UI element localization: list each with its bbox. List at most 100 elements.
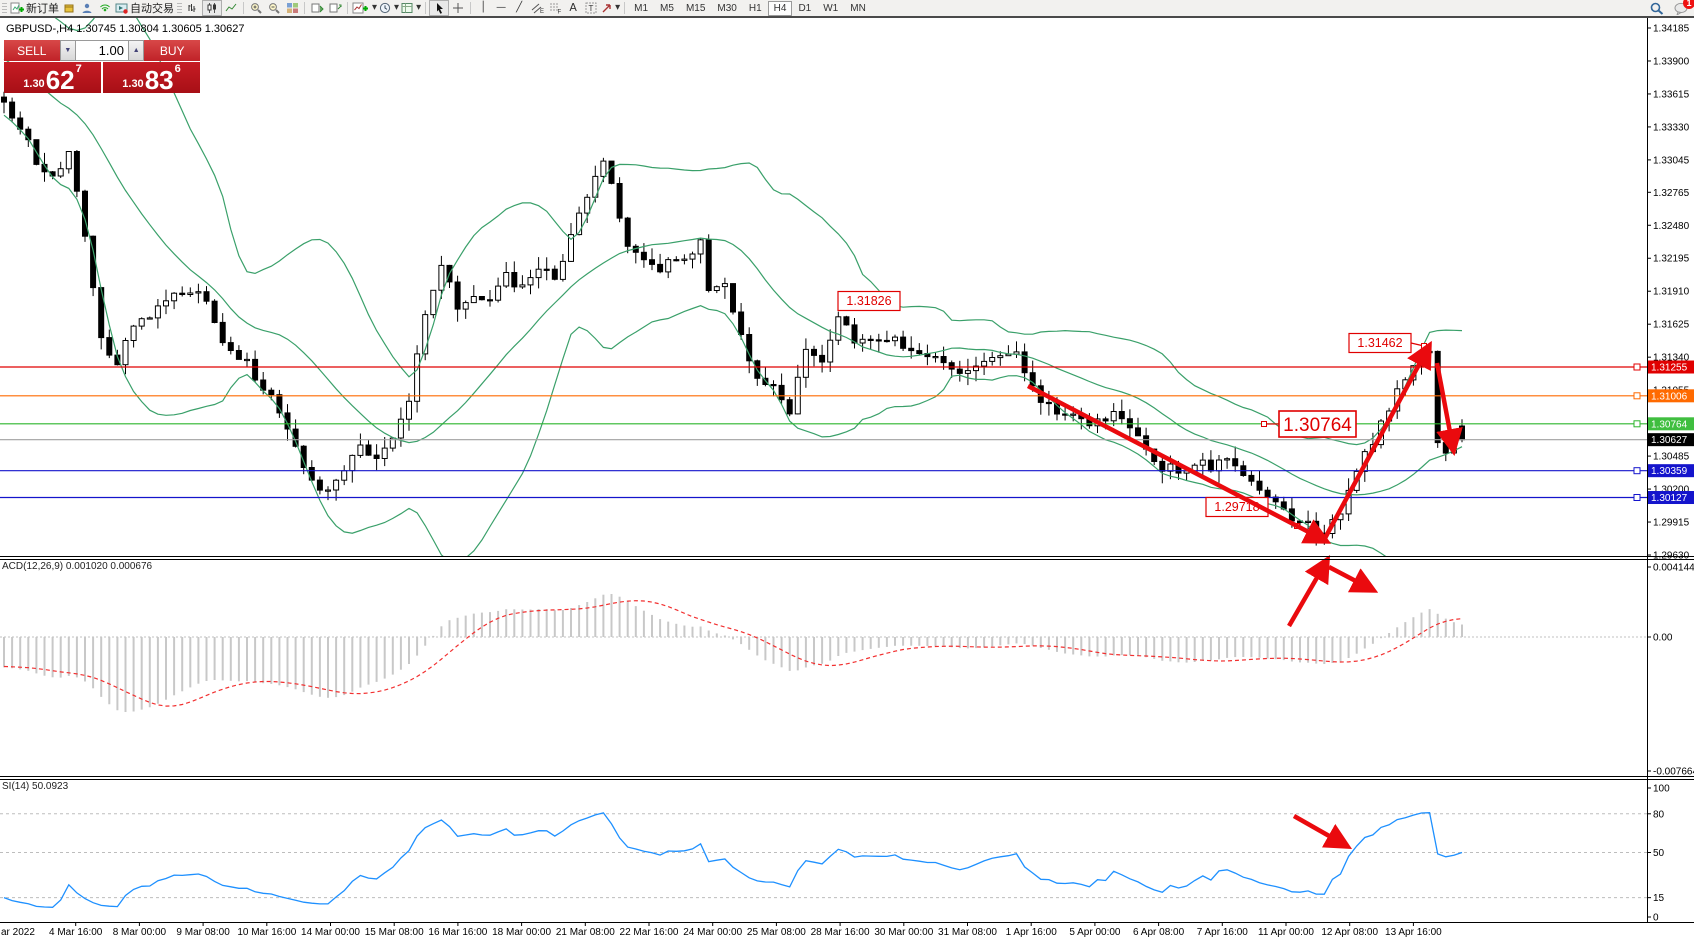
timeframe-MN[interactable]: MN	[850, 2, 866, 14]
rsi-panel	[0, 812, 1647, 908]
svg-text:1.31340: 1.31340	[1653, 353, 1690, 364]
profile-icon	[82, 3, 92, 13]
toolbar-grip[interactable]	[2, 2, 7, 14]
profiles-button[interactable]	[78, 1, 96, 15]
text-label-button[interactable]: T	[582, 1, 600, 15]
periods-button[interactable]: ▾	[378, 1, 400, 15]
price-annotation	[837, 290, 901, 312]
trendline-button[interactable]: ╱	[510, 1, 528, 15]
auto-trading-button[interactable]: 自动交易	[114, 1, 175, 15]
tile-windows-button[interactable]	[283, 1, 301, 15]
timeframe-D1[interactable]: D1	[798, 2, 812, 14]
buy-button[interactable]: BUY	[144, 40, 200, 61]
svg-text:4 Mar 16:00: 4 Mar 16:00	[49, 927, 103, 938]
templates-button[interactable]: ▾	[400, 1, 422, 15]
svg-text:15 Mar 08:00: 15 Mar 08:00	[365, 927, 424, 938]
axis-price-label	[1648, 360, 1694, 374]
timeframe-W1[interactable]: W1	[823, 2, 839, 14]
candlestick-chart-button[interactable]	[202, 0, 222, 16]
notifications-button[interactable]: 1	[1672, 0, 1694, 15]
cursor-icon	[436, 3, 443, 14]
new-order-button[interactable]: 新订单	[9, 1, 60, 15]
macd-label: ACD(12,26,9) 0.001020 0.000676	[2, 561, 153, 572]
buy-price-prefix: 1.30	[122, 78, 144, 90]
zoom-in-button[interactable]	[247, 1, 265, 15]
svg-text:1.33330: 1.33330	[1653, 122, 1690, 133]
market-watch-button[interactable]	[60, 1, 78, 15]
main-panel	[0, 16, 1647, 556]
svg-text:16 Mar 16:00: 16 Mar 16:00	[428, 927, 487, 938]
indicators-button[interactable]: ▾	[351, 1, 378, 15]
sell-button[interactable]: SELL	[4, 40, 60, 61]
svg-text:1.33045: 1.33045	[1653, 155, 1690, 166]
timeframe-M15[interactable]: M15	[685, 2, 706, 14]
line-chart-button[interactable]	[222, 1, 240, 15]
volume-input[interactable]: 1.00	[76, 40, 128, 61]
timeframe-M1[interactable]: M1	[634, 2, 649, 14]
annotations: 1.31826 1.31462 1.30764 1.29718	[837, 290, 1427, 529]
svg-text:18 Mar 00:00: 18 Mar 00:00	[492, 927, 551, 938]
indicators-icon	[352, 2, 368, 14]
new-order-icon	[10, 2, 24, 14]
volume-increase-button[interactable]: ▲	[127, 40, 145, 61]
timeframe-H4[interactable]: H4	[767, 0, 793, 16]
template-icon	[401, 3, 413, 13]
time-axis: ar 2022 4 Mar 16:00 8 Mar 00:00 9 Mar 08:00…	[1, 922, 1442, 938]
timeframe-M30[interactable]: M30	[717, 2, 737, 14]
svg-text:1.30764: 1.30764	[1283, 415, 1352, 436]
chart-shift-button[interactable]	[326, 1, 344, 15]
buy-price-main: 83	[144, 65, 174, 95]
vline-icon: │	[480, 2, 487, 13]
svg-text:25 Mar 08:00: 25 Mar 08:00	[747, 927, 806, 938]
new-order-label: 新订单	[26, 3, 59, 15]
svg-text:1.32480: 1.32480	[1653, 221, 1690, 232]
vertical-line-button[interactable]: │	[474, 1, 492, 15]
search-button[interactable]	[1648, 1, 1666, 15]
separator	[624, 2, 626, 14]
crosshair-button[interactable]	[449, 1, 467, 15]
cursor-button[interactable]	[429, 0, 450, 16]
market-watch-icon	[64, 4, 74, 13]
svg-text:ar 2022: ar 2022	[1, 927, 35, 938]
hline-icon: —	[496, 2, 507, 13]
arrows-button[interactable]: ▾	[600, 1, 621, 15]
signals-button[interactable]	[96, 1, 114, 15]
horizontal-line-button[interactable]: —	[492, 1, 510, 15]
bar-chart-icon	[188, 4, 196, 12]
svg-text:1.33615: 1.33615	[1653, 89, 1690, 100]
line-chart-icon	[225, 3, 237, 12]
svg-text:28 Mar 16:00: 28 Mar 16:00	[811, 927, 870, 938]
notification-badge: 1	[1683, 0, 1694, 9]
separator	[243, 2, 244, 14]
crosshair-icon	[453, 3, 464, 13]
svg-text:E: E	[540, 9, 544, 14]
bar-chart-button[interactable]	[184, 1, 202, 15]
svg-text:T: T	[589, 4, 594, 13]
rsi-label: SI(14) 50.0923	[2, 781, 69, 792]
svg-text:7 Apr 16:00: 7 Apr 16:00	[1197, 927, 1249, 938]
svg-text:1.31255: 1.31255	[1651, 363, 1688, 374]
text-button[interactable]: A	[564, 1, 582, 15]
text-label-icon: T	[585, 2, 597, 14]
svg-text:13 Apr 16:00: 13 Apr 16:00	[1385, 927, 1442, 938]
auto-trading-label: 自动交易	[130, 3, 174, 15]
buy-price-panel[interactable]: 1.30 83 6	[103, 62, 200, 93]
text-icon: A	[569, 1, 577, 14]
svg-text:0: 0	[1653, 913, 1659, 924]
sell-price-panel[interactable]: 1.30 62 7	[4, 62, 101, 93]
channel-button[interactable]: E	[528, 1, 546, 15]
svg-text:80: 80	[1653, 809, 1665, 820]
svg-text:24 Mar 00:00: 24 Mar 00:00	[683, 927, 742, 938]
macd-signal-line	[3, 600, 1463, 707]
svg-text:1.30200: 1.30200	[1653, 485, 1690, 496]
volume-decrease-button[interactable]: ▼	[59, 40, 77, 61]
auto-arrange-button[interactable]	[308, 1, 326, 15]
timeframe-H1[interactable]: H1	[748, 2, 762, 14]
fibonacci-icon: F	[549, 3, 561, 14]
timeframe-M5[interactable]: M5	[660, 2, 674, 14]
svg-text:1.32765: 1.32765	[1653, 188, 1690, 199]
zoom-out-button[interactable]	[265, 1, 283, 15]
svg-text:5 Apr 00:00: 5 Apr 00:00	[1069, 927, 1121, 938]
fibonacci-button[interactable]: F	[546, 1, 564, 15]
